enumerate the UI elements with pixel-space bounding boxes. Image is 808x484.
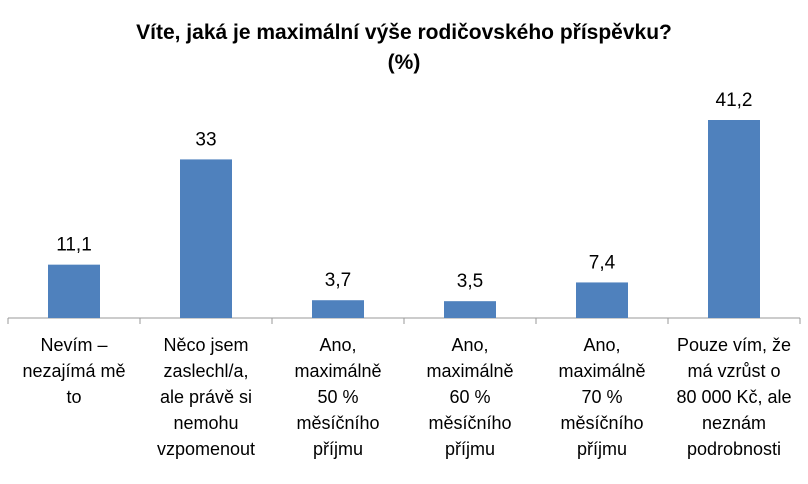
bar [180, 159, 232, 318]
data-label: 7,4 [589, 252, 616, 273]
category-label-line: měsíčního [428, 413, 512, 433]
category-label-line: má vzrůst o [687, 361, 781, 381]
category-label-line: 60 % [449, 387, 491, 407]
data-label: 3,5 [457, 271, 483, 292]
category-label-line: podrobnosti [686, 439, 782, 459]
category-label-line: to [66, 387, 82, 407]
data-label: 3,7 [325, 270, 351, 291]
category-label-line: zaslechl/a, [163, 361, 249, 381]
category-label: Ano, maximálně 60 % měsíčního příjmu [404, 332, 536, 462]
category-label-line: 80 000 Kč, ale [676, 387, 792, 407]
chart-title-line: Víte, jaká je maximální výše rodičovskéh… [136, 21, 672, 44]
category-label-line: nezajímá mě [22, 361, 126, 381]
category-label-line: měsíčního [560, 413, 644, 433]
chart-subtitle: (%) [387, 51, 421, 74]
bar [48, 264, 100, 318]
category-label-line: neznám [701, 413, 767, 433]
category-label-line: ale právě si [159, 387, 253, 407]
bar [576, 282, 628, 318]
category-label-line: příjmu [576, 439, 627, 459]
category-label-line: měsíčního [296, 413, 380, 433]
category-label-line: nemohu [173, 413, 239, 433]
category-label: Nevím – nezajímá mě to [8, 332, 140, 410]
category-label-line: maximálně [294, 361, 382, 381]
category-label-line: maximálně [558, 361, 646, 381]
category-label-line: 50 % [317, 387, 359, 407]
data-label: 11,1 [56, 235, 92, 256]
category-label-line: vzpomenout [156, 439, 256, 459]
category-label-line: 70 % [581, 387, 623, 407]
category-label-line: příjmu [444, 439, 495, 459]
category-label-line: Něco jsem [163, 335, 249, 355]
category-label: Ano, maximálně 70 % měsíčního příjmu [536, 332, 668, 462]
category-label-line: Ano, [451, 335, 489, 355]
category-label: Něco jsem zaslechl/a, ale právě si nemohu vz… [140, 332, 272, 462]
category-label-line: příjmu [312, 439, 363, 459]
category-label-line: Nevím – [40, 335, 108, 355]
bar [708, 120, 760, 318]
category-label: Pouze vím, že má vzrůst o 80 000 Kč, ale ne… [668, 332, 800, 462]
bar [312, 300, 364, 318]
data-label: 41,2 [716, 90, 753, 111]
category-label-line: Ano, [319, 335, 357, 355]
data-label: 33 [195, 129, 216, 150]
category-label-line: Pouze vím, že [676, 335, 792, 355]
category-label: Ano, maximálně 50 % měsíčního příjmu [272, 332, 404, 462]
category-label-line: Ano, [583, 335, 621, 355]
chart-title: Víte, jaká je maximální výše rodičovskéh… [0, 18, 808, 78]
category-label-line: maximálně [426, 361, 514, 381]
bar [444, 301, 496, 318]
